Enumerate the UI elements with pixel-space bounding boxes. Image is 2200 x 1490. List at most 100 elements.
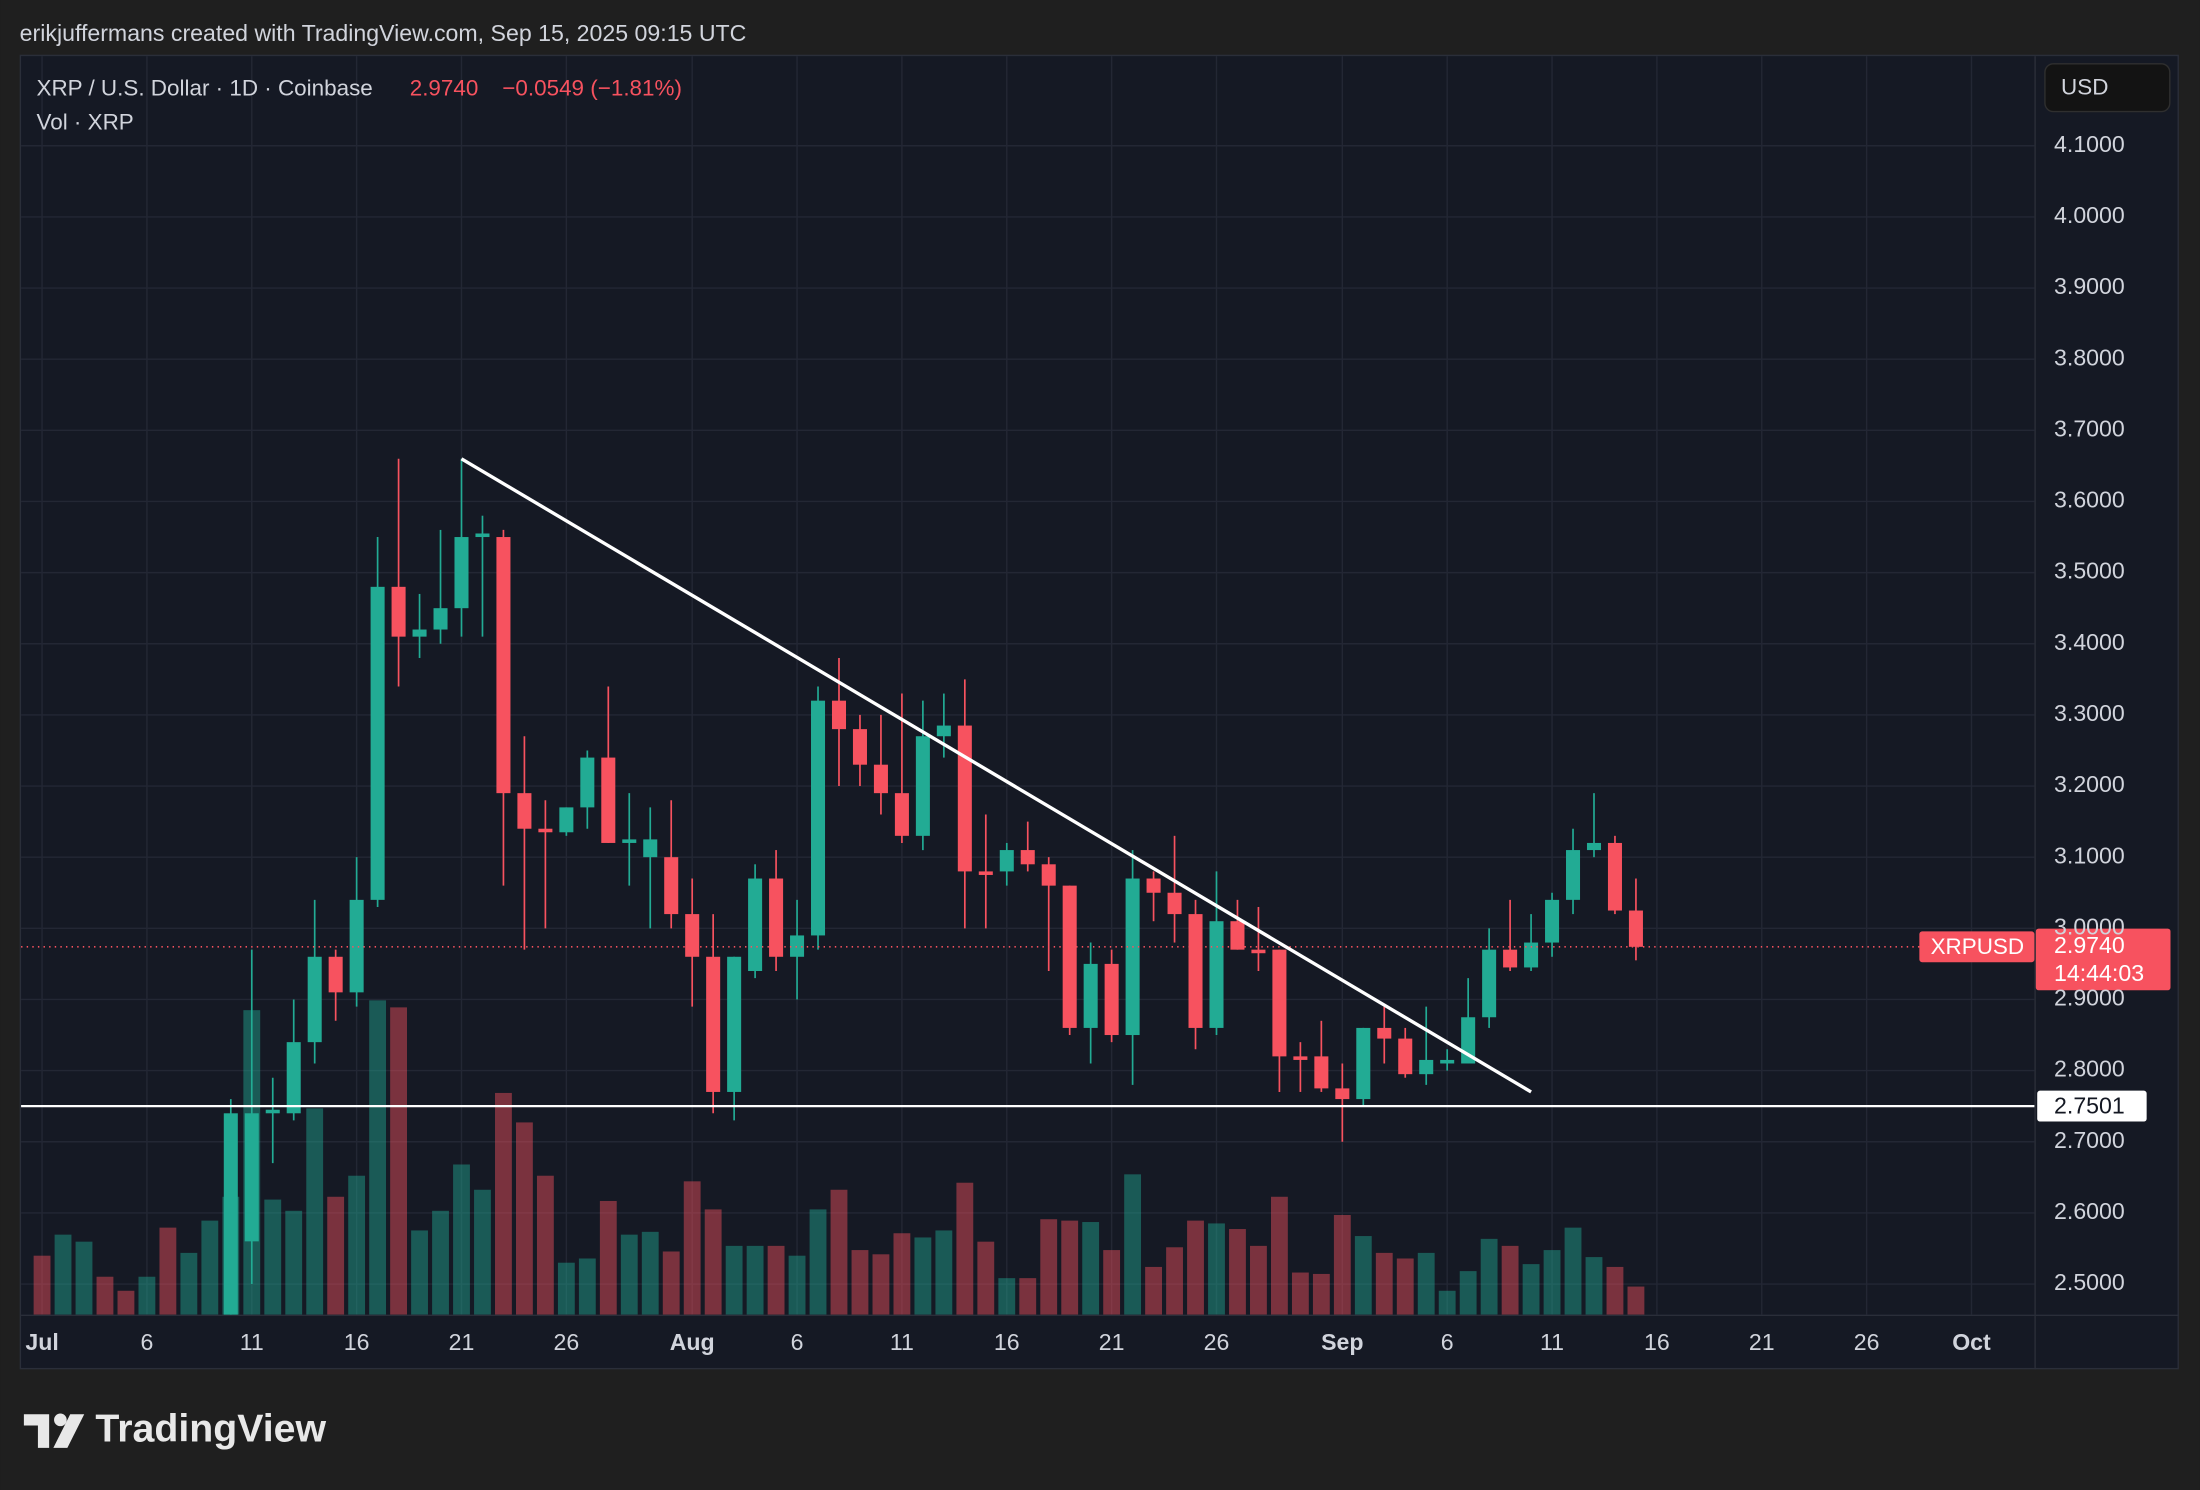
y-tick-label: 2.6000 (2054, 1198, 2125, 1224)
volume-bar (1522, 1264, 1540, 1315)
x-tick-label: Jul (25, 1329, 58, 1355)
candle-body (433, 608, 448, 630)
candle-body (496, 537, 511, 794)
volume-bar (977, 1241, 995, 1315)
candle-body (1062, 885, 1077, 1028)
candle-body (1335, 1088, 1350, 1100)
volume-bar (138, 1276, 156, 1315)
candle-body (475, 533, 490, 538)
volume-bar (1606, 1266, 1624, 1315)
currency-label[interactable]: USD (2061, 74, 2108, 99)
x-tick-label: 11 (240, 1329, 264, 1355)
candles (223, 458, 1643, 1315)
trendline (460, 457, 1532, 1094)
candle-body (1586, 842, 1602, 851)
y-tick-label: 4.0000 (2054, 202, 2125, 228)
volume-bar (1564, 1227, 1582, 1315)
price-tag-bg (2035, 928, 2171, 991)
candle-body (873, 764, 888, 794)
volume-bar (599, 1200, 617, 1315)
legend-change: −0.0549 (−1.81%) (502, 76, 682, 101)
y-tick-label: 2.7000 (2054, 1127, 2125, 1153)
volume-bar (1124, 1174, 1142, 1315)
candle-body (1251, 949, 1266, 954)
volume-bar (1375, 1252, 1393, 1315)
candle-body (1041, 864, 1056, 886)
volume-bar (1396, 1258, 1414, 1315)
volume-bar (1291, 1272, 1309, 1315)
candle-body (1293, 1056, 1308, 1060)
volume-bar (495, 1092, 512, 1315)
candle-body (1377, 1027, 1392, 1039)
volume-bar (1103, 1250, 1121, 1315)
price-tag-value: 2.9740 (2054, 932, 2125, 958)
x-tick-label: 16 (1644, 1329, 1670, 1355)
candle-body (1167, 892, 1182, 915)
y-tick-label: 3.2000 (2054, 771, 2125, 797)
volume-bar (369, 1000, 387, 1315)
candle-body (852, 729, 867, 765)
volume-bar (767, 1245, 785, 1315)
volume-bar (641, 1231, 659, 1315)
candle-body (1628, 910, 1643, 947)
volume-bar (1187, 1220, 1204, 1315)
y-tick-label: 3.9000 (2054, 273, 2125, 299)
candle-body (706, 956, 721, 1092)
volume-bar (1459, 1271, 1477, 1315)
candle-body (1482, 949, 1497, 1018)
y-tick-label: 3.3000 (2054, 700, 2125, 726)
x-tick-label: Oct (1952, 1329, 1991, 1355)
candle-body (1209, 921, 1224, 1028)
volume-bar (285, 1210, 303, 1315)
x-tick-label: 16 (344, 1329, 370, 1355)
x-tick-label: 6 (140, 1329, 153, 1355)
volume-bar (1333, 1215, 1351, 1315)
volume-bar (536, 1175, 554, 1315)
x-tick-label: 11 (890, 1329, 914, 1355)
candle-body (1440, 1059, 1455, 1064)
header: erikjuffermans created with TradingView.… (20, 20, 747, 46)
y-tick-label: 4.1000 (2054, 131, 2125, 157)
volume-bar (809, 1209, 827, 1315)
x-tick-label: 21 (1749, 1329, 1775, 1355)
y-tick-label: 2.5000 (2054, 1269, 2125, 1295)
volume-bar (1270, 1196, 1288, 1315)
volume-bar (1082, 1222, 1100, 1315)
volume-bar (956, 1182, 974, 1315)
volume-bar (1250, 1245, 1267, 1315)
currency-button[interactable] (2044, 63, 2171, 113)
volume-bar (1438, 1290, 1456, 1315)
candle-body (1545, 899, 1560, 943)
volume-bar (1417, 1252, 1435, 1315)
y-tick-label: 3.7000 (2054, 415, 2125, 441)
candle-body (601, 757, 616, 843)
volume-bar (851, 1250, 869, 1315)
volume-bar (1019, 1278, 1037, 1315)
candle-body (748, 878, 763, 972)
volume-bar (159, 1227, 177, 1315)
y-tick-label: 2.8000 (2054, 1056, 2125, 1082)
candle-body (307, 956, 322, 1043)
x-tick-label: Aug (670, 1329, 715, 1355)
candle-body (685, 914, 700, 957)
candle-body (1083, 963, 1098, 1028)
volume-bar (578, 1258, 596, 1315)
y-tick-label: 3.8000 (2054, 344, 2125, 370)
volume-bar (348, 1175, 366, 1315)
support-tag: 2.7501 (2054, 1093, 2125, 1119)
volume-bar (96, 1276, 114, 1315)
volume-bar (515, 1122, 533, 1315)
volume-bar (704, 1209, 722, 1315)
volume-bar (453, 1164, 470, 1315)
candle-body (769, 878, 784, 957)
candle-body (1104, 963, 1119, 1036)
y-tick-label: 3.6000 (2054, 487, 2125, 513)
volume-bar (557, 1262, 575, 1315)
candle-body (727, 956, 742, 1092)
volume-bar (1312, 1273, 1330, 1315)
candle-body (286, 1042, 301, 1114)
candle-body (349, 899, 364, 993)
volume-bar (872, 1254, 890, 1315)
candle-body (244, 1113, 259, 1242)
volume-bar (75, 1241, 93, 1315)
